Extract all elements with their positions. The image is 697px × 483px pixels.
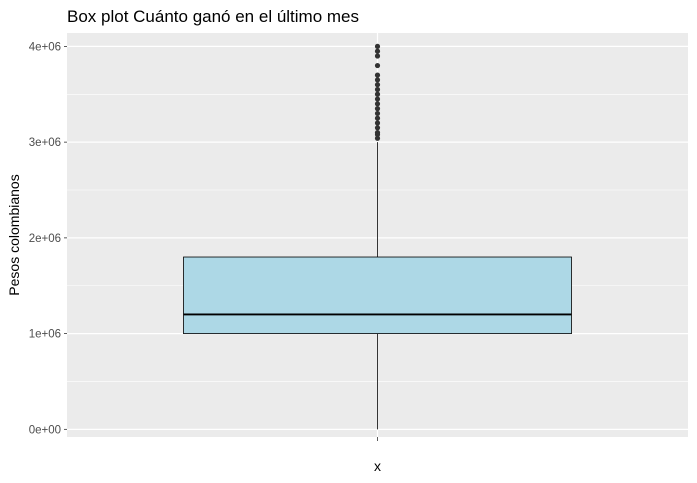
y-tick-label: 3e+06 [29, 137, 61, 149]
y-tick-label: 0e+00 [29, 424, 61, 436]
outlier-point [374, 48, 381, 54]
outlier-point [374, 82, 381, 88]
y-tick-label: 1e+06 [29, 329, 61, 341]
outlier-point [374, 115, 381, 121]
x-tick-label: x [374, 458, 381, 474]
outlier-point [374, 53, 381, 59]
outlier-point [374, 106, 381, 112]
outlier-point [374, 101, 381, 107]
y-tick-label: 2e+06 [29, 233, 61, 245]
outlier-point [374, 62, 381, 69]
outlier-point [374, 86, 381, 93]
outlier-point [374, 43, 381, 50]
outlier-point [374, 110, 381, 117]
outlier-point [374, 77, 381, 83]
outlier-point [374, 96, 381, 102]
y-axis-title: Pesos colombianos [6, 174, 22, 295]
chart-title: Box plot Cuánto ganó en el último mes [67, 7, 359, 26]
outlier-points [374, 43, 381, 141]
outlier-point [374, 120, 381, 126]
outlier-point [374, 125, 381, 131]
outlier-point [374, 129, 381, 136]
outlier-point [374, 91, 381, 97]
x-axis: x [374, 437, 381, 474]
box-iqr [183, 256, 572, 335]
outlier-point [374, 72, 381, 78]
box [183, 256, 572, 335]
outlier-point [374, 135, 381, 141]
y-tick-label: 4e+06 [29, 41, 61, 53]
y-axis: 0e+00 1e+06 2e+06 3e+06 4e+06 [29, 41, 67, 436]
